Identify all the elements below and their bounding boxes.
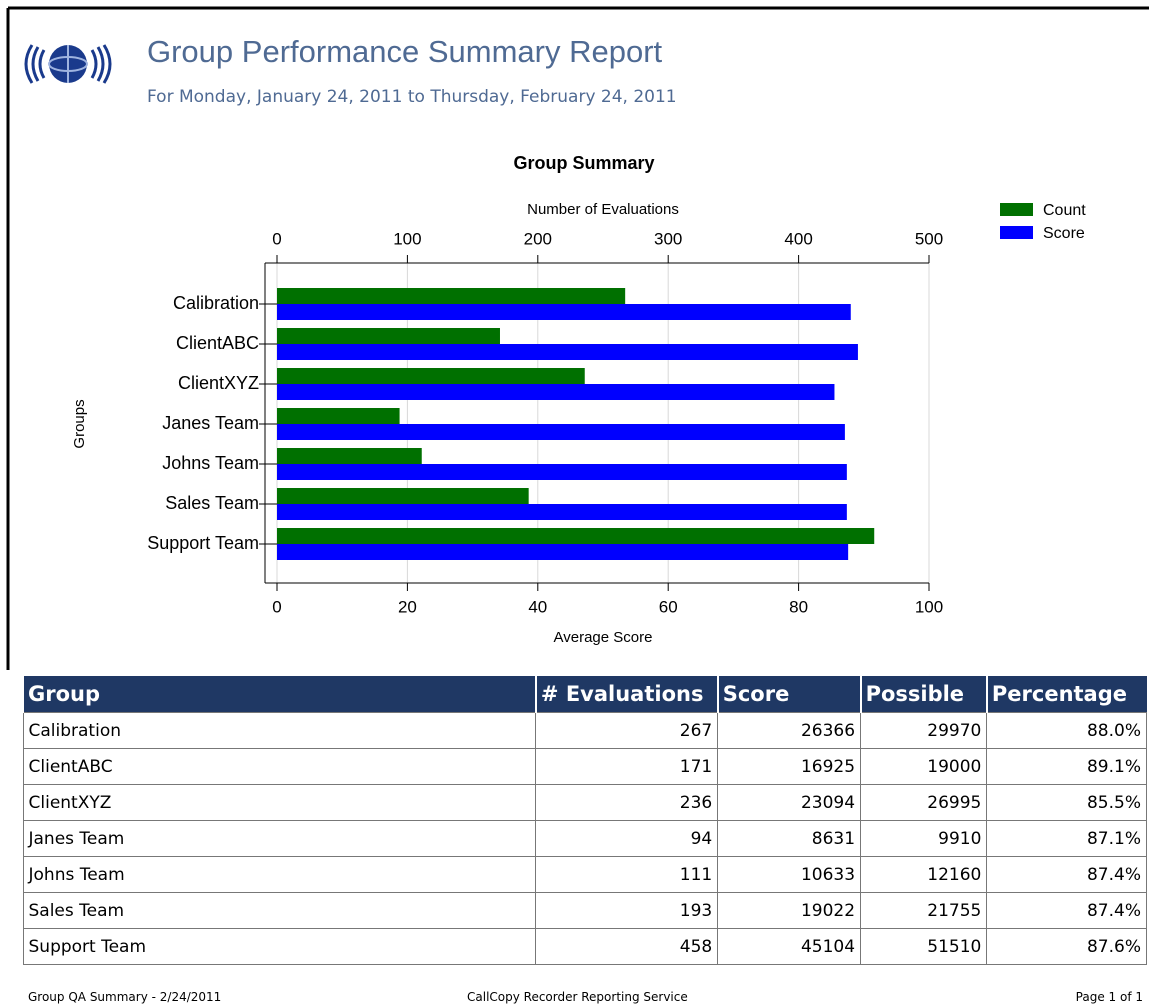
bar bbox=[277, 368, 585, 384]
table-cell: 94 bbox=[535, 820, 719, 857]
column-header: Score bbox=[716, 676, 861, 713]
y-tick-label: Janes Team bbox=[162, 413, 259, 433]
table-row: Support Team 458 45104 51510 87.6% bbox=[22, 928, 1147, 965]
bar bbox=[277, 344, 858, 360]
report-subtitle: For Monday, January 24, 2011 to Thursday… bbox=[147, 87, 677, 107]
x2-tick-label: 0 bbox=[272, 229, 281, 248]
x2-axis-title: Number of Evaluations bbox=[527, 201, 679, 218]
column-header: Possible bbox=[859, 676, 987, 713]
x-tick-label: 40 bbox=[528, 597, 547, 616]
x-tick-label: 0 bbox=[272, 597, 281, 616]
report-title: Group Performance Summary Report bbox=[147, 34, 663, 69]
table-cell: 12160 bbox=[860, 856, 988, 893]
x2-tick-label: 400 bbox=[784, 229, 812, 248]
y-tick-label: ClientXYZ bbox=[178, 373, 259, 393]
table-cell: 26995 bbox=[860, 784, 988, 821]
x2-tick-label: 500 bbox=[915, 229, 943, 248]
column-header: # Evaluations bbox=[534, 676, 718, 713]
table-cell: 267 bbox=[535, 712, 719, 749]
x2-tick-label: 300 bbox=[654, 229, 682, 248]
table-cell: Janes Team bbox=[22, 820, 537, 857]
table-cell: 236 bbox=[535, 784, 719, 821]
table-cell: 85.5% bbox=[986, 784, 1147, 821]
table-cell: 171 bbox=[535, 748, 719, 785]
table-cell: 87.4% bbox=[986, 892, 1147, 929]
table-cell: ClientABC bbox=[22, 748, 537, 785]
y-tick-label: ClientABC bbox=[176, 333, 259, 353]
table-cell: 45104 bbox=[717, 928, 862, 965]
table-cell: 21755 bbox=[860, 892, 988, 929]
table-cell: 193 bbox=[535, 892, 719, 929]
table-cell: 88.0% bbox=[986, 712, 1147, 749]
table-cell: 23094 bbox=[717, 784, 862, 821]
footer-center: CallCopy Recorder Reporting Service bbox=[467, 990, 688, 1004]
y-tick-label: Sales Team bbox=[165, 493, 259, 513]
bar bbox=[277, 528, 875, 544]
table-cell: 29970 bbox=[860, 712, 988, 749]
legend-label: Count bbox=[1043, 202, 1086, 219]
legend-swatch bbox=[1000, 203, 1033, 216]
y-tick-label: Johns Team bbox=[162, 453, 259, 473]
table-cell: 87.4% bbox=[986, 856, 1147, 893]
y-axis-title: Groups bbox=[71, 399, 88, 448]
table-cell: Sales Team bbox=[22, 892, 537, 929]
footer-left: Group QA Summary - 2/24/2011 bbox=[28, 990, 222, 1004]
x2-tick-label: 200 bbox=[524, 229, 552, 248]
table-cell: 51510 bbox=[860, 928, 988, 965]
table-cell: 10633 bbox=[717, 856, 862, 893]
table-cell: 26366 bbox=[717, 712, 862, 749]
x-tick-label: 60 bbox=[659, 597, 678, 616]
logo bbox=[24, 44, 112, 84]
x-tick-label: 80 bbox=[789, 597, 808, 616]
bar bbox=[277, 488, 529, 504]
y-tick-label: Calibration bbox=[173, 293, 259, 313]
bar bbox=[277, 424, 845, 440]
table-cell: 87.1% bbox=[986, 820, 1147, 857]
x-tick-label: 20 bbox=[398, 597, 417, 616]
x-tick-label: 100 bbox=[915, 597, 943, 616]
footer-right: Page 1 of 1 bbox=[1075, 990, 1143, 1004]
legend-label: Score bbox=[1043, 225, 1085, 242]
bar bbox=[277, 328, 500, 344]
bar bbox=[277, 384, 835, 400]
table-cell: 111 bbox=[535, 856, 719, 893]
table-row: Sales Team 193 19022 21755 87.4% bbox=[22, 892, 1147, 929]
table-cell: 87.6% bbox=[986, 928, 1147, 965]
table-row: Johns Team 111 10633 12160 87.4% bbox=[22, 856, 1147, 893]
x2-tick-label: 100 bbox=[393, 229, 421, 248]
bar bbox=[277, 408, 400, 424]
table-cell: 19000 bbox=[860, 748, 988, 785]
bar bbox=[277, 304, 851, 320]
table-cell: Calibration bbox=[22, 712, 537, 749]
report-header-and-chart: Group Performance Summary Report For Mon… bbox=[6, 6, 1149, 670]
bar bbox=[277, 544, 849, 560]
column-header: Group bbox=[22, 676, 536, 713]
table-cell: Support Team bbox=[22, 928, 537, 965]
table-cell: 8631 bbox=[717, 820, 862, 857]
table-cell: 16925 bbox=[717, 748, 862, 785]
table-row: Calibration 267 26366 29970 88.0% bbox=[22, 712, 1147, 749]
table-cell: 89.1% bbox=[986, 748, 1147, 785]
chart-title: Group Summary bbox=[513, 153, 654, 173]
table-cell: ClientXYZ bbox=[22, 784, 537, 821]
y-tick-label: Support Team bbox=[147, 533, 259, 553]
bar bbox=[277, 448, 422, 464]
table-cell: Johns Team bbox=[22, 856, 537, 893]
summary-table: Group # Evaluations Score Possible Percentag… bbox=[22, 676, 1147, 965]
table-cell: 458 bbox=[535, 928, 719, 965]
x-axis-title: Average Score bbox=[554, 629, 653, 646]
legend-swatch bbox=[1000, 226, 1033, 239]
table-cell: 9910 bbox=[860, 820, 988, 857]
table-cell: 19022 bbox=[717, 892, 862, 929]
bar bbox=[277, 288, 626, 304]
column-header: Percentage bbox=[985, 676, 1147, 713]
table-row: ClientXYZ 236 23094 26995 85.5% bbox=[22, 784, 1147, 821]
table-row: ClientABC 171 16925 19000 89.1% bbox=[22, 748, 1147, 785]
bar bbox=[277, 464, 847, 480]
bar bbox=[277, 504, 847, 520]
table-row: Janes Team 94 8631 9910 87.1% bbox=[22, 820, 1147, 857]
